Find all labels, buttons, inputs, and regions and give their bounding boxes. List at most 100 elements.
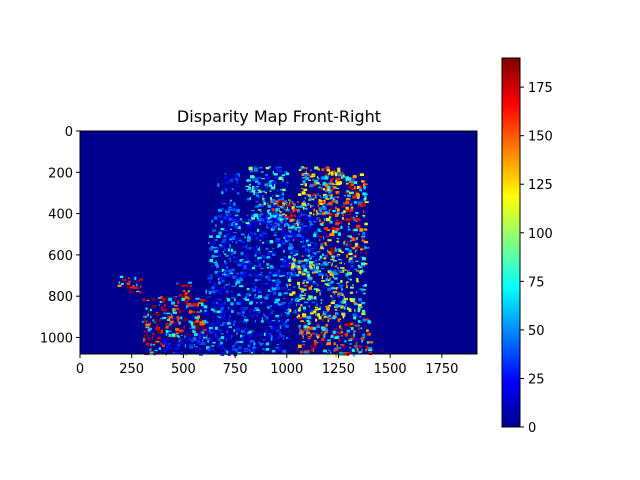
disparity-pixel [195,319,199,323]
disparity-pixel [240,240,245,244]
disparity-pixel [300,288,304,291]
disparity-pixel [236,340,240,343]
disparity-pixel [325,277,329,282]
disparity-pixel [360,251,362,254]
disparity-pixel [149,348,151,352]
disparity-pixel [117,284,122,287]
disparity-pixel [149,322,151,325]
disparity-pixel [351,191,354,195]
disparity-pixel [312,261,315,263]
disparity-pixel [285,216,290,218]
disparity-pixel [218,316,221,318]
disparity-pixel [248,350,251,354]
disparity-pixel [282,336,285,338]
disparity-pixel [218,215,222,218]
disparity-pixel [251,266,256,270]
disparity-pixel [302,240,304,244]
disparity-pixel [301,291,304,293]
disparity-pixel [283,302,287,304]
disparity-pixel [191,311,195,313]
disparity-pixel [304,248,308,252]
disparity-pixel [355,211,359,214]
disparity-pixel [332,186,337,189]
disparity-pixel [338,221,343,224]
disparity-pixel [300,235,305,239]
disparity-pixel [308,322,310,325]
disparity-pixel [316,210,318,213]
disparity-pixel [344,200,350,205]
disparity-pixel [331,200,336,202]
disparity-pixel [352,313,357,316]
disparity-pixel [281,305,283,308]
disparity-pixel [221,190,223,193]
disparity-pixel [211,346,214,350]
disparity-pixel [277,170,281,174]
disparity-pixel [343,243,346,246]
disparity-pixel [266,256,271,259]
disparity-pixel [323,194,326,199]
disparity-pixel [237,226,241,230]
disparity-pixel [357,309,360,313]
disparity-pixel [143,339,146,341]
disparity-pixel [197,315,200,319]
disparity-pixel [134,276,137,281]
disparity-pixel [231,346,235,349]
disparity-pixel [355,249,357,253]
disparity-pixel [258,274,264,278]
disparity-pixel [260,258,262,262]
disparity-pixel [335,222,340,226]
disparity-pixel [269,180,274,182]
disparity-pixel [210,274,212,276]
disparity-pixel [284,218,289,220]
disparity-pixel [207,332,210,336]
disparity-pixel [241,309,246,311]
disparity-pixel [217,338,221,342]
disparity-pixel [352,353,356,357]
disparity-pixel [154,350,158,352]
disparity-pixel [321,212,324,216]
disparity-pixel [271,287,277,291]
disparity-pixel [168,297,173,301]
disparity-pixel [163,341,168,345]
disparity-pixel [266,214,270,218]
disparity-pixel [255,333,259,337]
disparity-pixel [212,267,215,270]
disparity-pixel [277,348,281,352]
disparity-pixel [259,239,261,242]
disparity-pixel [291,206,295,210]
disparity-pixel [265,342,270,346]
disparity-pixel [199,322,204,326]
disparity-pixel [324,242,327,246]
disparity-pixel [345,178,349,182]
disparity-pixel [229,272,234,275]
disparity-pixel [330,194,333,197]
disparity-pixel [316,291,318,293]
disparity-pixel [310,333,312,336]
disparity-pixel [226,219,230,222]
disparity-pixel [325,305,330,308]
disparity-pixel [275,347,280,349]
disparity-pixel [326,173,331,175]
disparity-pixel [354,185,356,190]
disparity-pixel [328,182,332,184]
disparity-pixel [300,320,304,322]
disparity-pixel [320,246,324,249]
disparity-pixel [286,257,289,260]
disparity-pixel [189,294,191,298]
disparity-pixel [307,203,310,205]
disparity-pixel [341,172,344,174]
disparity-pixel [322,183,327,186]
disparity-pixel [160,296,163,298]
disparity-pixel [297,281,300,286]
disparity-pixel [271,349,276,353]
disparity-pixel [266,220,270,224]
disparity-pixel [305,242,309,247]
disparity-pixel [218,329,222,332]
disparity-pixel [219,324,224,326]
disparity-pixel [248,341,250,346]
disparity-pixel [200,309,203,313]
disparity-pixel [228,318,231,322]
disparity-pixel [192,303,197,307]
disparity-pixel [322,200,325,204]
